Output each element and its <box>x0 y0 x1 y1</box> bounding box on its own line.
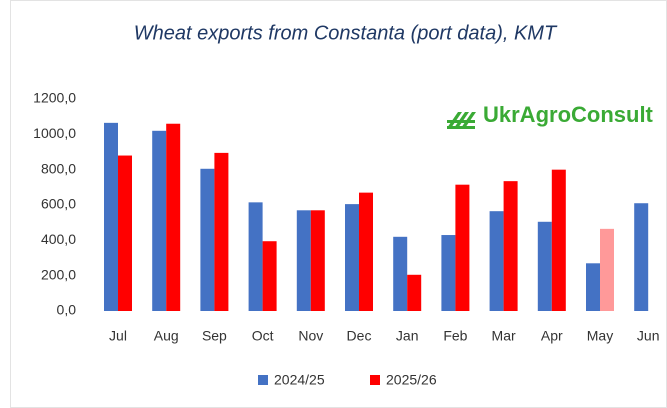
bar <box>310 210 325 311</box>
bar <box>489 211 504 311</box>
legend-label: 2025/26 <box>386 372 437 388</box>
legend-swatch <box>370 375 380 385</box>
x-tick-label: Nov <box>298 328 323 344</box>
x-tick-label: Apr <box>541 328 563 344</box>
bar <box>214 152 229 311</box>
bar <box>634 203 649 311</box>
bar <box>262 241 277 311</box>
y-tick-label: 400,0 <box>41 231 76 247</box>
x-tick-label: Jan <box>396 328 419 344</box>
logo-icon <box>447 112 476 129</box>
legend-label: 2024/25 <box>274 372 325 388</box>
y-tick-label: 1000,0 <box>33 125 76 141</box>
bar <box>441 235 456 311</box>
bar <box>152 130 167 311</box>
x-tick-label: Feb <box>443 328 467 344</box>
x-tick-label: Aug <box>154 328 179 344</box>
y-tick-label: 200,0 <box>41 266 76 282</box>
x-tick-label: Jun <box>637 328 660 344</box>
x-tick-label: Sep <box>202 328 227 344</box>
y-tick-label: 800,0 <box>41 160 76 176</box>
chart-title: Wheat exports from Constanta (port data)… <box>134 22 558 44</box>
y-tick-label: 600,0 <box>41 196 76 212</box>
bar <box>393 236 408 311</box>
x-tick-label: Oct <box>252 328 274 344</box>
bar <box>166 123 181 311</box>
x-tick-label: Dec <box>347 328 372 344</box>
bar <box>455 184 470 311</box>
bar <box>118 155 132 311</box>
bar <box>345 204 359 311</box>
x-tick-label: Jul <box>109 328 127 344</box>
bar <box>104 122 118 311</box>
bar <box>600 228 614 311</box>
x-tick-label: May <box>587 328 613 344</box>
bar <box>551 169 566 311</box>
y-tick-label: 0,0 <box>57 302 77 318</box>
bar <box>248 202 263 311</box>
logo-text: UkrAgroConsult <box>483 102 654 127</box>
bar <box>200 168 215 311</box>
bar <box>537 221 552 311</box>
bar <box>586 263 600 311</box>
bar <box>359 192 373 311</box>
bar <box>407 274 422 311</box>
x-tick-label: Mar <box>492 328 516 344</box>
bar <box>503 181 518 311</box>
y-tick-label: 1200,0 <box>33 90 76 106</box>
bar <box>296 210 311 311</box>
legend-swatch <box>258 375 268 385</box>
